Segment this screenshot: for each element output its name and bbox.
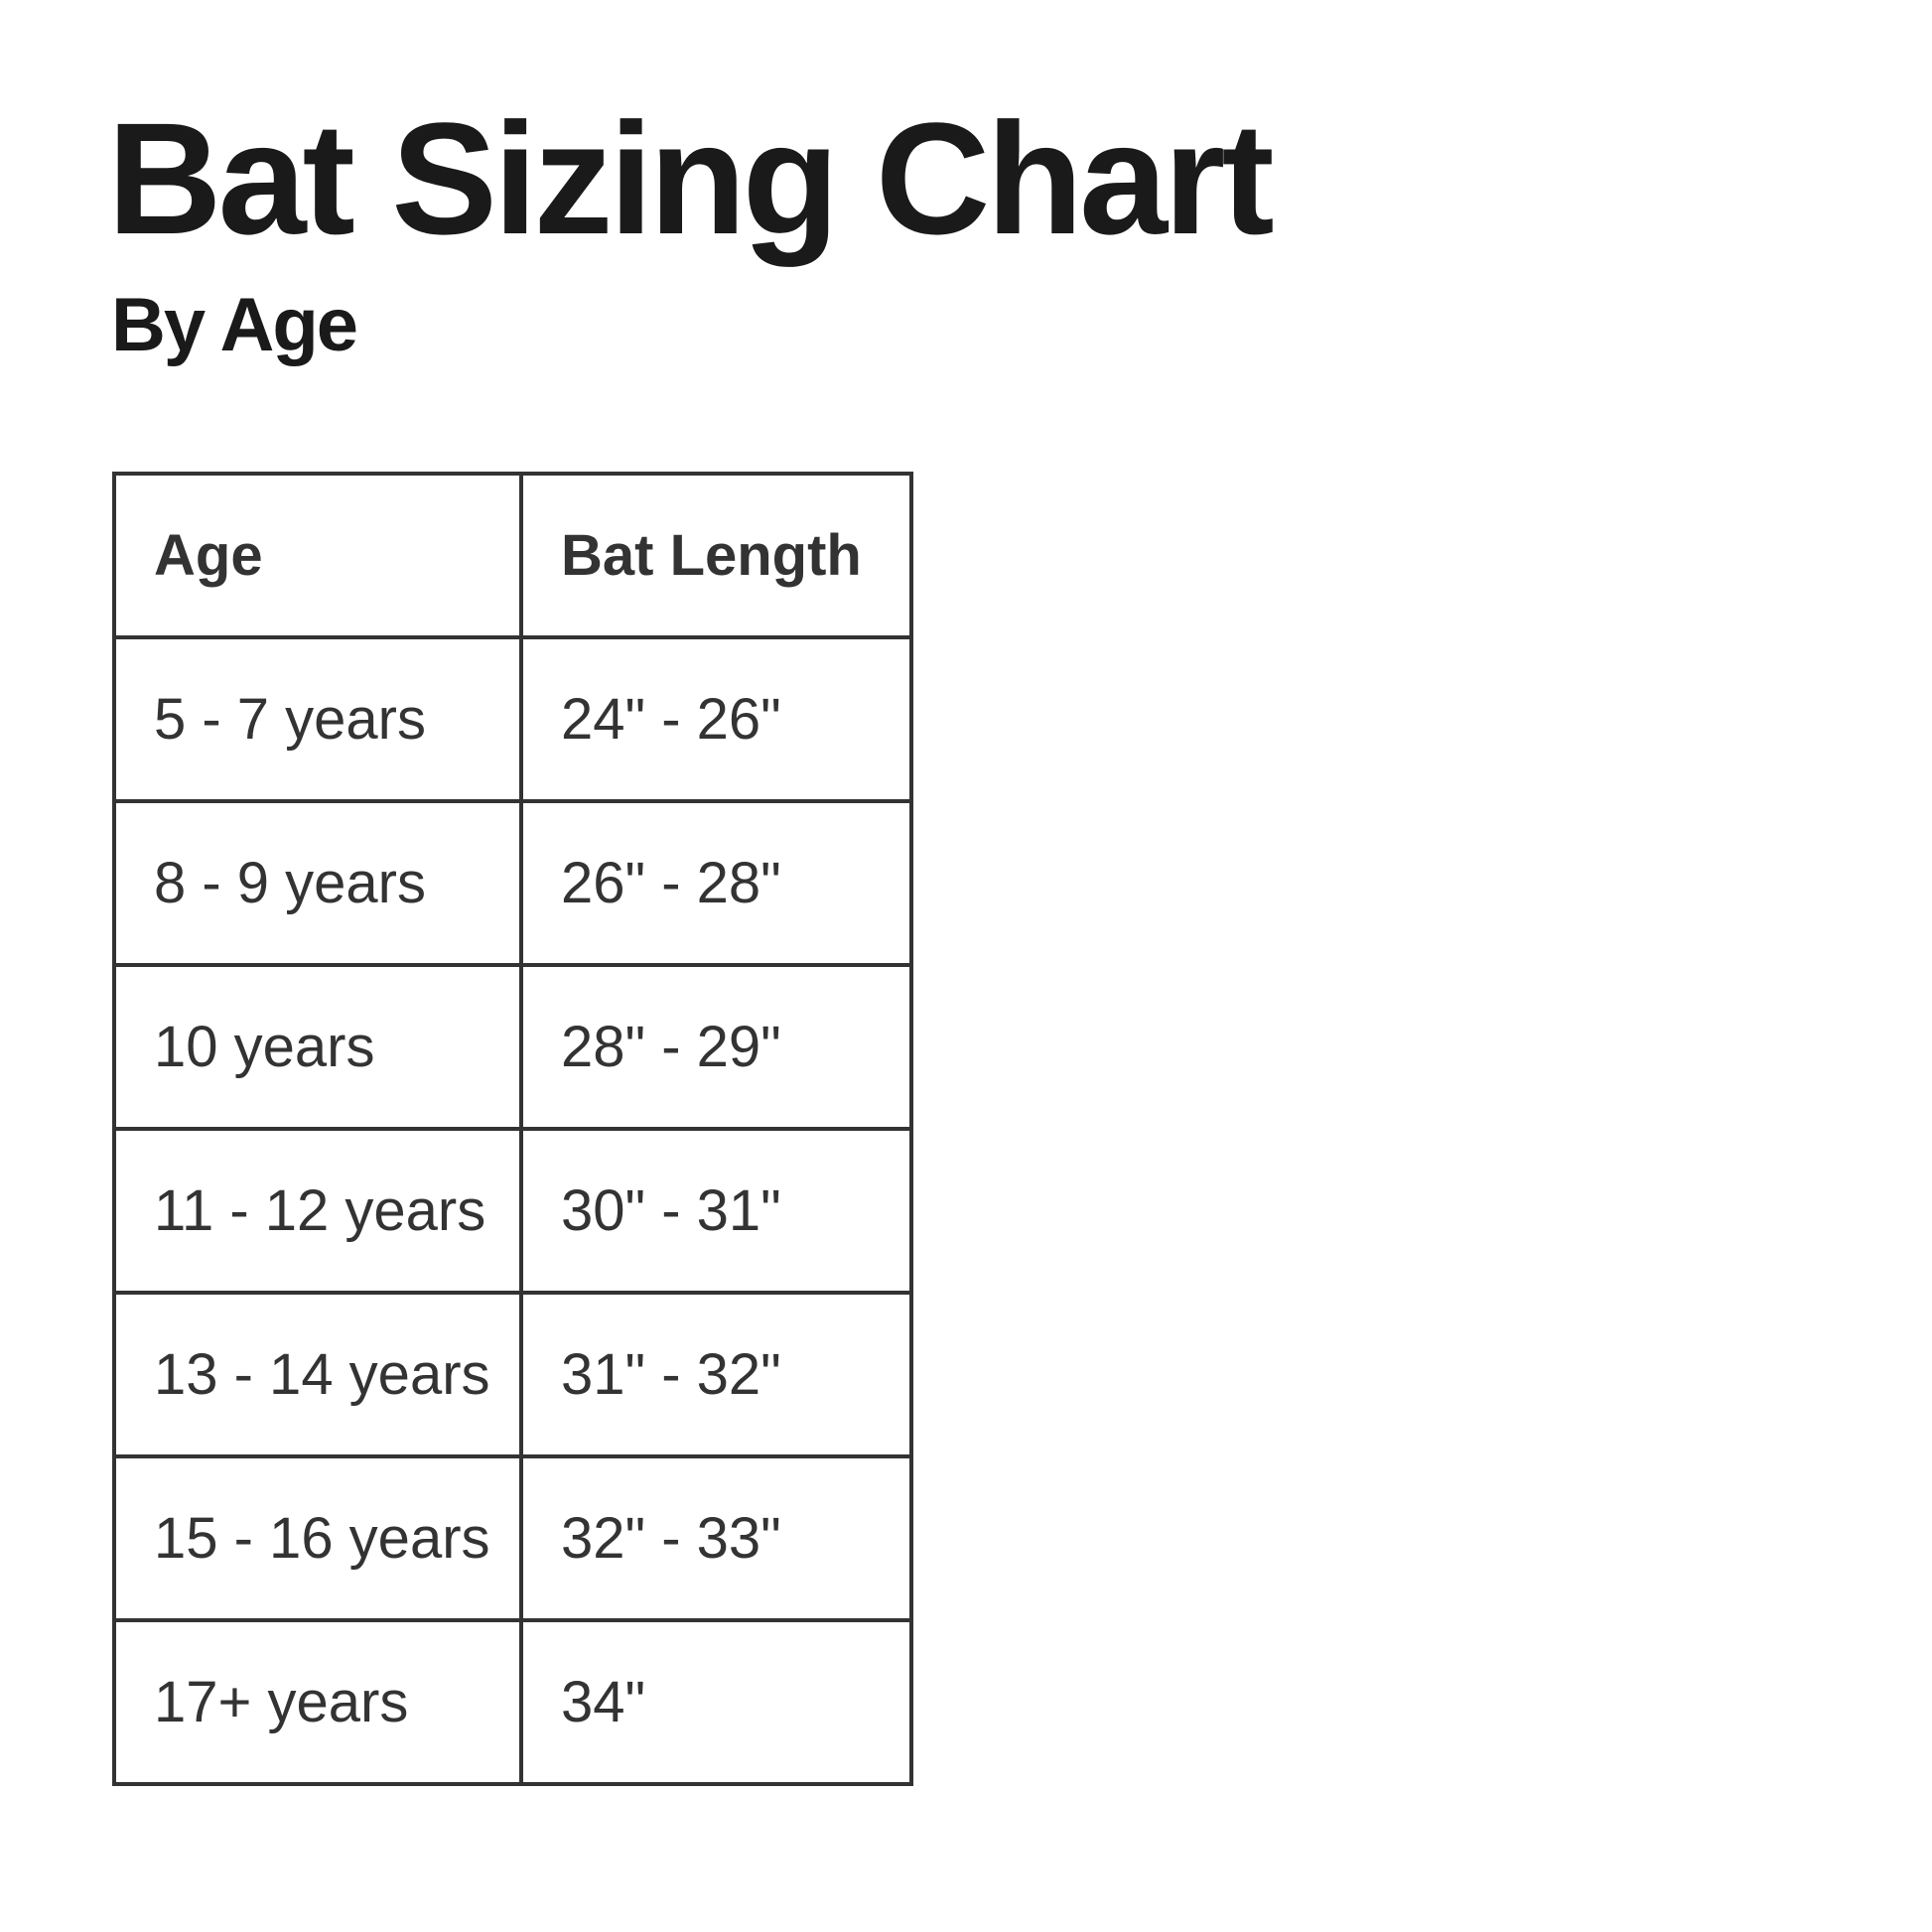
bat-length-cell: 26" - 28" (519, 799, 913, 967)
table-row: 10 years 28" - 29" (112, 963, 913, 1131)
page-subtitle: By Age (111, 283, 358, 367)
age-cell: 15 - 16 years (112, 1454, 523, 1622)
age-cell: 17+ years (112, 1618, 523, 1786)
age-cell: 5 - 7 years (112, 635, 523, 803)
table-row: 5 - 7 years 24" - 26" (112, 635, 913, 803)
bat-length-cell: 30" - 31" (519, 1127, 913, 1295)
bat-length-cell: 28" - 29" (519, 963, 913, 1131)
header-bat-length: Bat Length (519, 472, 913, 639)
age-cell: 11 - 12 years (112, 1127, 523, 1295)
table-row: 8 - 9 years 26" - 28" (112, 799, 913, 967)
table-row: 15 - 16 years 32" - 33" (112, 1454, 913, 1622)
bat-length-cell: 34" (519, 1618, 913, 1786)
table-header-row: Age Bat Length (112, 472, 913, 639)
age-cell: 13 - 14 years (112, 1291, 523, 1458)
bat-length-cell: 31" - 32" (519, 1291, 913, 1458)
table-row: 13 - 14 years 31" - 32" (112, 1291, 913, 1458)
age-cell: 10 years (112, 963, 523, 1131)
page-title: Bat Sizing Chart (107, 89, 1275, 267)
bat-sizing-table: Age Bat Length 5 - 7 years 24" - 26" 8 - … (112, 472, 913, 1786)
bat-length-cell: 32" - 33" (519, 1454, 913, 1622)
header-age: Age (112, 472, 523, 639)
bat-length-cell: 24" - 26" (519, 635, 913, 803)
table-row: 17+ years 34" (112, 1618, 913, 1786)
table-row: 11 - 12 years 30" - 31" (112, 1127, 913, 1295)
age-cell: 8 - 9 years (112, 799, 523, 967)
